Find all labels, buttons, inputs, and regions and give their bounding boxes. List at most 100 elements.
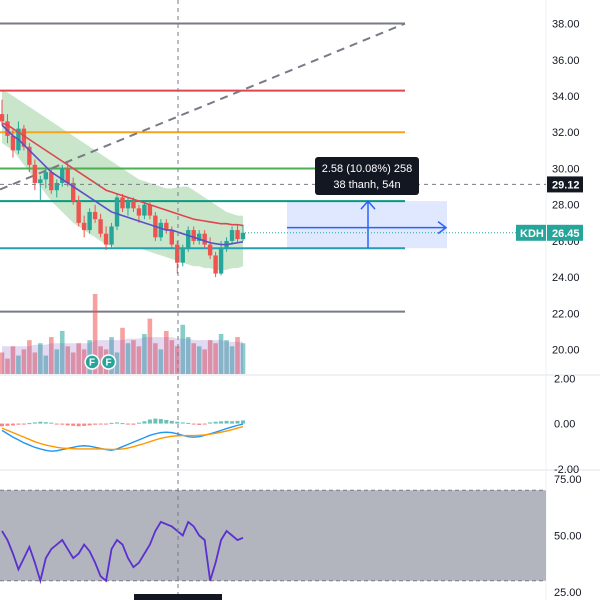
- candle-body[interactable]: [5, 121, 10, 136]
- macd-hist-bar: [93, 423, 98, 425]
- candle-body[interactable]: [158, 222, 164, 238]
- candle-body[interactable]: [49, 172, 54, 191]
- candle-body[interactable]: [10, 135, 16, 151]
- symbol-tag-text: KDH: [520, 228, 544, 240]
- volume-bar: [43, 355, 49, 374]
- candle-body[interactable]: [81, 222, 87, 231]
- macd-hist-bar: [153, 418, 158, 424]
- candle-body[interactable]: [196, 233, 202, 241]
- candle-body[interactable]: [186, 230, 191, 249]
- volume-bar: [235, 337, 240, 374]
- candle-body[interactable]: [142, 204, 147, 216]
- candle-body[interactable]: [27, 146, 32, 165]
- candle-body[interactable]: [229, 230, 235, 241]
- candle-body[interactable]: [103, 233, 109, 245]
- volume-bar: [240, 343, 246, 374]
- volume-bar: [32, 352, 38, 374]
- candle-body[interactable]: [65, 168, 70, 183]
- macd-hist-bar: [169, 420, 174, 424]
- price-tick-label: 20.00: [552, 345, 580, 357]
- volume-bar: [185, 337, 191, 374]
- candle-body[interactable]: [131, 201, 136, 209]
- candle-body[interactable]: [60, 168, 65, 183]
- marker-circle: [84, 354, 100, 370]
- macd-hist-bar: [180, 422, 185, 424]
- macd-tick-label: 0.00: [554, 419, 575, 431]
- volume-bar: [120, 327, 125, 374]
- price-tag-text: 26.45: [552, 228, 580, 240]
- macd-hist-bar: [186, 422, 191, 424]
- macd-hist-bar: [49, 422, 54, 424]
- volume-bar: [158, 349, 164, 374]
- candle-body[interactable]: [202, 233, 207, 245]
- candle-body[interactable]: [43, 172, 49, 180]
- rsi-band-bg: [0, 490, 546, 581]
- macd-hist-bar: [21, 423, 26, 425]
- candle-body[interactable]: [0, 114, 5, 122]
- volume-bar: [218, 334, 224, 374]
- volume-bar: [81, 349, 87, 374]
- volume-bar: [59, 330, 65, 374]
- macd-hist-bar: [60, 423, 65, 425]
- candle-body[interactable]: [21, 128, 27, 147]
- crosshair-price-tag: 29.12: [547, 176, 583, 193]
- candle-body[interactable]: [92, 211, 98, 220]
- macd-hist-bar: [0, 423, 4, 427]
- candle-body[interactable]: [169, 230, 174, 245]
- price-tick-label: 22.00: [552, 308, 580, 320]
- measure-box[interactable]: [287, 201, 447, 249]
- volume-bar: [5, 358, 10, 374]
- macd-hist-bar: [164, 419, 169, 424]
- candle-body[interactable]: [120, 197, 125, 209]
- price-tick-label: 32.00: [552, 127, 580, 139]
- candle-body[interactable]: [54, 182, 59, 191]
- volume-bar: [98, 346, 103, 374]
- macd-hist-bar: [219, 421, 224, 424]
- candle-body[interactable]: [38, 179, 43, 183]
- candle-body[interactable]: [136, 208, 142, 216]
- macd-hist-bar: [142, 421, 147, 424]
- candle-body[interactable]: [175, 244, 180, 263]
- last-price-tag: KDH 26.45: [245, 224, 583, 241]
- ma-line-blue: [1, 124, 244, 246]
- candle-body[interactable]: [235, 230, 240, 240]
- macd-hist-bar: [109, 422, 114, 424]
- volume-bar: [21, 349, 27, 374]
- volume-ma-area: [2, 337, 243, 374]
- volume-bar: [0, 352, 5, 374]
- volume-bar: [27, 340, 32, 374]
- tooltip-line-1: 2.58 (10.08%) 258: [322, 163, 413, 175]
- candle-body[interactable]: [32, 164, 38, 183]
- candle-body[interactable]: [213, 255, 218, 274]
- candle-body[interactable]: [180, 248, 185, 263]
- candle-body[interactable]: [125, 201, 131, 209]
- crosshair-tag-box: [547, 176, 583, 193]
- volume-bar: [169, 340, 175, 374]
- candle-body[interactable]: [98, 219, 103, 234]
- marker-f[interactable]: F: [84, 354, 100, 370]
- candle-body[interactable]: [76, 201, 81, 223]
- macd-hist-bar: [208, 422, 213, 424]
- macd-hist-bar: [32, 422, 37, 424]
- candle-body[interactable]: [218, 248, 224, 274]
- candle-body[interactable]: [87, 211, 92, 231]
- macd-hist-bar: [115, 422, 120, 424]
- volume-bar: [65, 346, 71, 374]
- price-axis-bg: [546, 0, 600, 600]
- candle-body[interactable]: [164, 222, 169, 231]
- candle-body[interactable]: [207, 244, 213, 256]
- rsi-tick-label: 75.00: [554, 474, 582, 486]
- candle-body[interactable]: [147, 204, 153, 216]
- price-tag-box: [547, 224, 583, 241]
- marker-f[interactable]: F: [100, 354, 117, 370]
- macd-hist-bar: [158, 419, 163, 424]
- macd-hist-bar: [38, 421, 43, 424]
- price-band: [2, 90, 243, 270]
- candle-body[interactable]: [240, 232, 246, 240]
- candle-body[interactable]: [191, 230, 196, 241]
- candle-body[interactable]: [114, 197, 120, 227]
- candle-body[interactable]: [71, 182, 76, 202]
- candle-body[interactable]: [109, 226, 114, 245]
- trend-line[interactable]: [0, 22, 406, 191]
